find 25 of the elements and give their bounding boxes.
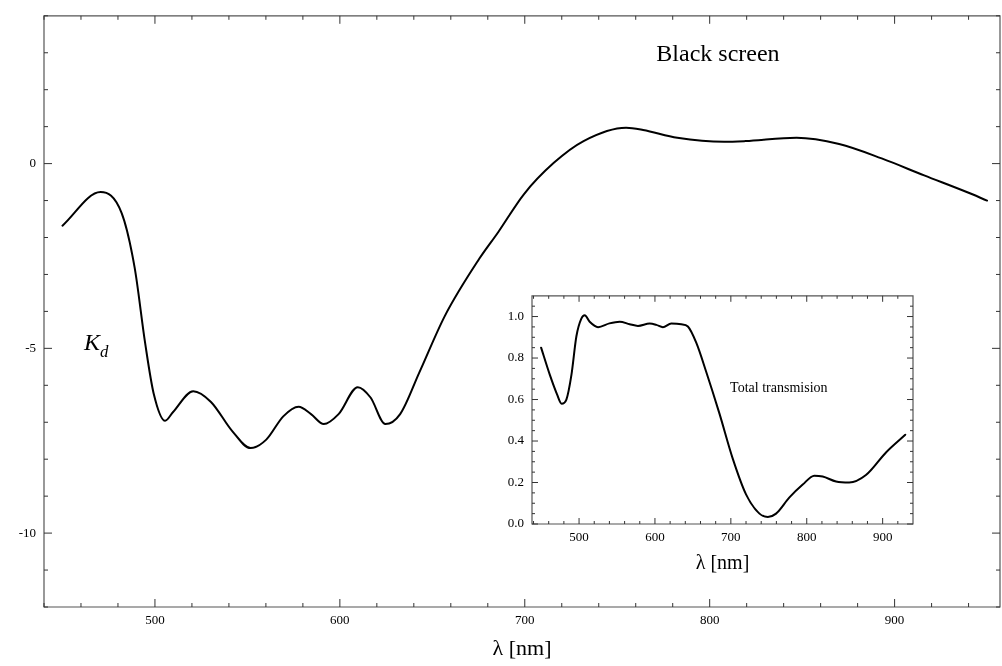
text: Black screen: [656, 39, 780, 66]
y-tick-label: -5: [25, 339, 36, 355]
line-series: [540, 314, 907, 518]
y-tick-label: 0: [29, 155, 36, 171]
x-tick-label: 900: [884, 612, 905, 628]
x-tick-label: 500: [145, 612, 165, 628]
y-tick-label: 0.6: [507, 390, 525, 406]
y-tick-label: 0.0: [507, 515, 524, 531]
x-axis-title: λ [nm]: [492, 634, 552, 660]
y-tick-label: -10: [18, 524, 36, 540]
x-tick-label: 500: [569, 529, 589, 545]
x-tick-label: 800: [796, 529, 817, 545]
y-tick-label: 0.2: [507, 473, 524, 489]
x-axis-title: λ [nm]: [695, 551, 750, 574]
annotation: Total transmision: [730, 379, 828, 395]
y-tick-label: 0.4: [507, 432, 525, 448]
y-tick-label: 1.0: [507, 307, 524, 323]
x-tick-label: 700: [515, 612, 535, 628]
x-tick-label: 700: [721, 529, 741, 545]
x-tick-label: 900: [872, 529, 893, 545]
x-tick-label: 600: [645, 529, 665, 545]
x-tick-label: 800: [699, 612, 720, 628]
line-series: [61, 126, 989, 450]
x-tick-label: 600: [330, 612, 350, 628]
y-tick-label: 0.8: [507, 349, 524, 365]
